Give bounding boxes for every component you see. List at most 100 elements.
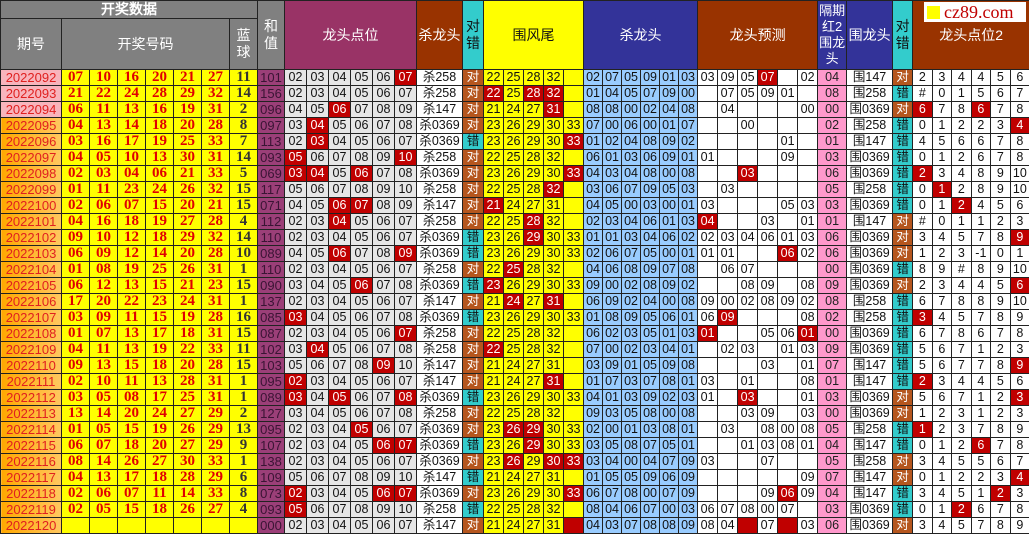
prediction-cell: 00 [737, 117, 759, 134]
tail-cell: 21 [483, 373, 504, 390]
kill-digit-cell: 03 [621, 373, 642, 390]
table-row: 2022094 06 11 13 16 19 31 2 096 04 05 06 07 08 09 杀147 对… [0, 101, 1029, 118]
position2-cell: 7 [951, 341, 972, 358]
tail-cell: 22 [483, 69, 504, 86]
red-ball-cell: 21 [173, 165, 202, 182]
kill-digit-cell: 01 [621, 357, 642, 374]
red2-cell: 01 [817, 213, 848, 230]
red-ball-cell: 32 [201, 229, 230, 246]
red-ball-cell: 06 [61, 101, 90, 118]
kill-digit-cell: 01 [583, 373, 604, 390]
kill-digit-cell: 02 [678, 133, 699, 150]
kill-cell: 杀147 [416, 293, 463, 310]
red-ball-cell: 19 [145, 421, 174, 438]
position-cell: 08 [350, 181, 373, 198]
wei-cell: 围147 [846, 437, 894, 454]
kill-cell: 杀258 [416, 181, 463, 198]
position2-cell: 8 [912, 261, 933, 278]
tail-cell: 31 [543, 373, 564, 390]
kill-result-cell: 错 [462, 133, 484, 150]
kill-digit-cell: 05 [602, 469, 623, 486]
tail-cell: 33 [562, 389, 585, 406]
issue-cell: 2022109 [0, 341, 62, 358]
position-cell: 05 [350, 517, 373, 534]
blue-ball-cell: 9 [229, 437, 258, 454]
red-ball-cell: 12 [89, 277, 118, 294]
position-cell: 10 [394, 181, 417, 198]
kill-digit-cell: 00 [602, 277, 623, 294]
red-ball-cell: 12 [117, 245, 146, 262]
kill-digit-cell: 02 [621, 341, 642, 358]
kill-digit-cell: 00 [602, 117, 623, 134]
prediction-cell: 01 [797, 357, 819, 374]
sum-cell: 156 [257, 85, 285, 102]
kill-digit-cell: 06 [621, 117, 642, 134]
sum-cell: 089 [257, 245, 285, 262]
wei-result-cell: 对 [892, 69, 914, 86]
red-ball-cell: 03 [61, 133, 90, 150]
kill-digit-cell: 06 [659, 229, 680, 246]
tail-cell: 30 [543, 229, 564, 246]
tail-cell: 25 [503, 405, 524, 422]
position-cell: 06 [372, 213, 395, 230]
position-cell: 05 [350, 437, 373, 454]
kill-digit-cell: 08 [678, 101, 699, 118]
prediction-cell [757, 373, 779, 390]
table-row: 2022095 04 13 14 18 20 28 8 097 03 04 05 06 07 08 杀0369… [0, 117, 1029, 134]
kill-digit-cell: 07 [602, 485, 623, 502]
prediction-cell [777, 309, 799, 326]
position-cell: 07 [328, 181, 351, 198]
kill-digit-cell: 08 [678, 165, 699, 182]
kill-cell: 杀0369 [416, 245, 463, 262]
kill-digit-cell: 00 [602, 341, 623, 358]
kill-cell: 杀147 [416, 517, 463, 534]
position-cell: 06 [350, 277, 373, 294]
issue-cell: 2022101 [0, 213, 62, 230]
kill-result-cell: 错 [462, 501, 484, 518]
prediction-cell: 05 [737, 69, 759, 86]
wei-cell: 围0369 [846, 325, 894, 342]
tail-cell: 22 [483, 213, 504, 230]
position-cell: 02 [284, 485, 307, 502]
wei-cell: 围0369 [846, 261, 894, 278]
kill-digit-cell: 01 [659, 213, 680, 230]
kill-result-cell: 对 [462, 293, 484, 310]
kill-digit-cell: 05 [621, 85, 642, 102]
tail-cell: 33 [562, 437, 585, 454]
red-ball-cell: 25 [173, 389, 202, 406]
kill-cell: 杀0369 [416, 453, 463, 470]
red-ball-cell: 02 [61, 197, 90, 214]
red2-cell: 04 [817, 69, 848, 86]
red-ball-cell: 16 [117, 69, 146, 86]
kill-digit-cell: 07 [678, 117, 699, 134]
red2-cell: 03 [817, 197, 848, 214]
sum-cell: 073 [257, 485, 285, 502]
red2-cell: 06 [817, 517, 848, 534]
position2-cell: 5 [951, 485, 972, 502]
prediction-cell: 08 [757, 293, 779, 310]
position2-cell: 3 [1009, 405, 1029, 422]
position-cell: 03 [306, 229, 329, 246]
kill-digit-cell: 04 [621, 165, 642, 182]
prediction-cell: 07 [757, 517, 779, 534]
header-issue: 期号 [0, 18, 62, 70]
red-ball-cell: 04 [61, 213, 90, 230]
prediction-cell: 03 [757, 357, 779, 374]
tail-cell: 21 [483, 517, 504, 534]
kill-digit-cell: 09 [678, 453, 699, 470]
position-cell: 10 [394, 149, 417, 166]
kill-digit-cell: 08 [659, 517, 680, 534]
tail-cell: 30 [543, 245, 564, 262]
tail-cell: 22 [483, 501, 504, 518]
kill-cell: 杀258 [416, 85, 463, 102]
position2-cell: 2 [990, 213, 1011, 230]
position-cell: 09 [372, 181, 395, 198]
position-cell: 04 [328, 517, 351, 534]
sum-cell: 109 [257, 469, 285, 486]
tail-cell: 31 [543, 101, 564, 118]
kill-result-cell: 错 [462, 437, 484, 454]
position-cell: 03 [284, 277, 307, 294]
red-ball-cell: 26 [117, 453, 146, 470]
red-ball-cell: 09 [61, 229, 90, 246]
position2-cell: 2 [931, 421, 953, 438]
